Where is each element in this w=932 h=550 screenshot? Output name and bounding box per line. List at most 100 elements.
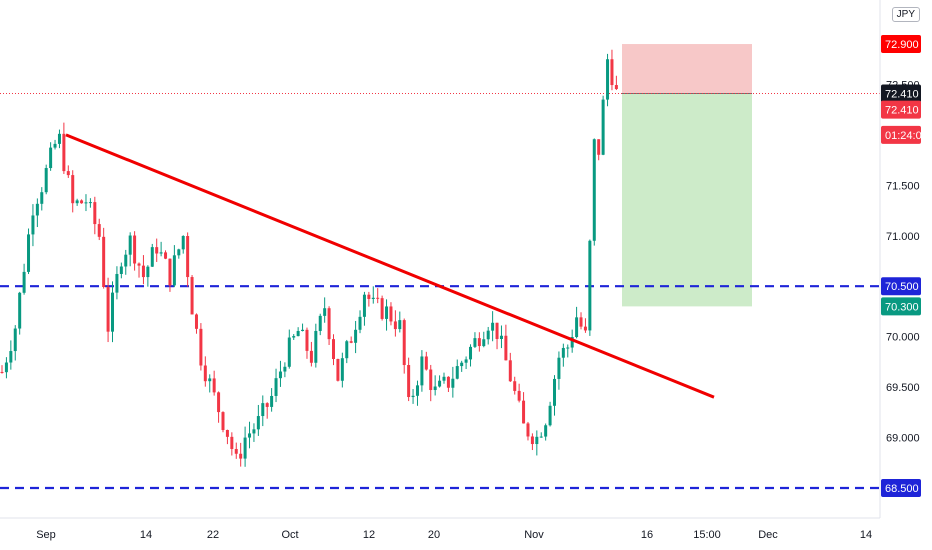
time-tick-label: 16 [641, 529, 653, 541]
candle-body [583, 326, 587, 331]
candle-body [292, 336, 296, 338]
candle-body [464, 359, 468, 363]
candle-body [362, 294, 366, 317]
candle-body [261, 403, 265, 417]
risk-zone [622, 44, 752, 94]
candle-body [248, 433, 252, 438]
candle-body [57, 133, 61, 144]
candle-body [177, 249, 181, 256]
candle-body [190, 277, 194, 315]
candle-body [610, 59, 614, 86]
candle-body [597, 139, 601, 155]
candles [0, 49, 618, 467]
candle-body [150, 247, 154, 267]
time-tick-label: 14 [140, 529, 152, 541]
candle-body [354, 329, 358, 343]
candle-body [239, 453, 243, 459]
time-tick-label: Oct [281, 529, 298, 541]
time-tick-label: Dec [758, 529, 778, 541]
candle-body [221, 412, 225, 430]
candle-body [106, 286, 110, 332]
currency-badge[interactable]: JPY [891, 7, 920, 22]
candle-body [473, 338, 477, 347]
time-tick-label: 15:00 [693, 529, 721, 541]
candle-body [49, 147, 53, 169]
candle-body [517, 390, 521, 401]
candle-body [274, 378, 278, 396]
candle-body [420, 356, 424, 386]
candle-body [323, 308, 327, 316]
price-tag-label: 01:24:08 [885, 130, 928, 142]
candle-body [332, 339, 335, 360]
candle-body [446, 376, 450, 388]
candle-body [588, 240, 592, 331]
candle-body [230, 436, 234, 449]
candle-body [477, 338, 481, 347]
candle-body [592, 139, 596, 241]
candle-body [526, 423, 530, 437]
candle-body [13, 328, 17, 352]
candle-body [407, 365, 411, 398]
candle-body [88, 202, 92, 204]
candle-body [44, 168, 48, 193]
price-tick-label: 69.500 [886, 382, 920, 394]
price-tag-box [881, 84, 921, 103]
candle-body [389, 306, 393, 322]
candle-body [186, 236, 190, 278]
candle-body [393, 321, 397, 330]
candle-body [376, 297, 380, 299]
price-tag-label: 68.500 [885, 483, 919, 495]
candle-body [172, 255, 176, 286]
candle-body [530, 436, 534, 445]
candle-body [614, 85, 618, 90]
price-tag-box [881, 297, 921, 316]
price-tick-label: 69.000 [886, 433, 920, 445]
candle-body [35, 203, 39, 216]
candle-body [159, 252, 163, 254]
candle-body [265, 403, 269, 407]
candle-body [217, 392, 221, 413]
candle-body [314, 330, 318, 363]
candle-body [601, 99, 605, 155]
candle-body [424, 356, 428, 370]
candle-body [22, 271, 26, 293]
candle-body [208, 378, 212, 382]
candle-body [124, 254, 128, 267]
candle-body [71, 175, 75, 204]
candle-body [575, 317, 579, 338]
candle-body [336, 359, 340, 381]
candle-body [119, 266, 123, 274]
candle-body [566, 347, 570, 349]
candle-body [469, 346, 473, 360]
candle-body [385, 306, 389, 319]
price-tag-box [881, 100, 921, 119]
candle-body [429, 369, 433, 391]
trendline [65, 133, 715, 399]
candle-body [499, 335, 503, 339]
candle-body [345, 341, 349, 359]
time-tick-label: 20 [428, 529, 440, 541]
price-tag-box [881, 125, 921, 144]
candle-body [513, 381, 517, 391]
candle-body [606, 59, 610, 100]
candle-body [367, 294, 371, 299]
candle-body [97, 224, 101, 237]
candle-body [256, 416, 260, 430]
candle-body [155, 247, 159, 254]
price-tick-label: 70.000 [886, 332, 920, 344]
candle-body [548, 405, 552, 426]
candle-body [252, 429, 256, 434]
candle-body [358, 316, 362, 330]
candle-body [579, 317, 583, 327]
candle-body [164, 252, 168, 259]
candle-body [491, 322, 495, 331]
candle-body [146, 266, 150, 278]
candle-body [380, 298, 384, 319]
candle-body [305, 329, 309, 351]
candle-body [203, 365, 207, 382]
trendline-group [65, 133, 715, 399]
time-tick-label: Sep [36, 529, 56, 541]
candle-body [438, 380, 442, 387]
candle-body [75, 200, 79, 204]
